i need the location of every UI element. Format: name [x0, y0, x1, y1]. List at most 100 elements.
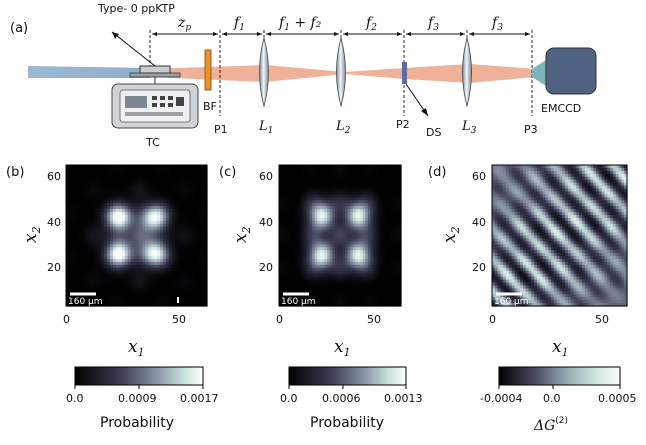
heatmap-cell	[319, 232, 323, 237]
heatmap-cell	[378, 267, 382, 272]
heatmap-cell	[314, 303, 318, 307]
heatmap-cell	[355, 188, 359, 193]
heatmap-cell	[83, 167, 88, 172]
heatmap-cell	[115, 200, 120, 204]
heatmap-cell	[352, 173, 356, 178]
heatmap-cell	[383, 261, 387, 266]
heatmap-cell	[383, 270, 387, 275]
heatmap-cell	[383, 185, 387, 190]
heatmap-cell	[145, 179, 149, 184]
heatmap-cell	[98, 179, 102, 184]
heatmap-cell	[312, 235, 316, 240]
heatmap-cell	[319, 267, 323, 272]
heatmap-cell	[139, 217, 143, 222]
heatmap-cell	[383, 244, 387, 248]
heatmap-cell	[355, 294, 359, 298]
heatmap-cell	[145, 241, 149, 245]
heatmap-cell	[385, 229, 389, 234]
heatmap-cell	[171, 188, 176, 193]
heatmap-cell	[494, 270, 499, 275]
heatmap-cell	[171, 232, 176, 237]
heatmap-cell	[201, 253, 205, 257]
heatmap-cell	[127, 279, 132, 284]
heatmap-cell	[189, 203, 193, 207]
heatmap-cell	[286, 256, 290, 260]
heatmap-cell	[378, 303, 382, 307]
heatmap-cell	[322, 297, 326, 301]
heatmap-cell	[375, 256, 379, 260]
heatmap-cell	[80, 244, 85, 248]
heatmap-cell	[362, 173, 367, 178]
heatmap-cell	[500, 244, 504, 248]
heatmap-cell	[340, 238, 344, 242]
heatmap-cell	[95, 209, 99, 213]
heatmap-cell	[162, 217, 167, 222]
heatmap-cell	[508, 185, 513, 190]
heatmap-cell	[101, 273, 105, 278]
heatmap-cell	[165, 250, 170, 254]
heatmap-cell	[162, 285, 167, 289]
heatmap-cell	[80, 229, 85, 234]
heatmap-cell	[314, 294, 318, 298]
heatmap-cell	[337, 294, 341, 298]
heatmap-cell	[192, 200, 196, 204]
heatmap-cell	[355, 185, 359, 190]
heatmap-cell	[380, 300, 384, 304]
heatmap-cell	[77, 256, 82, 260]
heatmap-cell	[360, 285, 364, 289]
heatmap-cell	[289, 173, 293, 178]
heatmap-cell	[342, 267, 346, 272]
heatmap-cell	[180, 176, 185, 181]
heatmap-cell	[332, 185, 336, 190]
heatmap-cell	[86, 241, 91, 245]
heatmap-cell	[360, 165, 364, 169]
heatmap-cell	[281, 173, 285, 178]
heatmap-cell	[165, 188, 170, 193]
heatmap-cell	[86, 191, 91, 195]
heatmap-cell	[306, 223, 311, 228]
heatmap-cell	[177, 217, 182, 222]
heatmap-cell	[66, 203, 70, 207]
heatmap-cell	[127, 209, 132, 213]
heatmap-cell	[139, 253, 143, 257]
heatmap-cell	[92, 232, 96, 237]
heatmap-cell	[279, 285, 283, 289]
heatmap-cell	[322, 173, 326, 178]
heatmap-cell	[329, 197, 333, 201]
heatmap-cell	[388, 226, 392, 231]
heatmap-cell	[334, 170, 339, 175]
heatmap-cell	[385, 217, 389, 222]
heatmap-cell	[71, 267, 76, 272]
heatmap-cell	[77, 285, 82, 289]
schematic: (a) Type- 0 ppKTP TC BF	[10, 2, 597, 149]
heatmap-cell	[294, 194, 298, 198]
heatmap-cell	[492, 226, 496, 231]
heatmap-cell	[503, 253, 507, 257]
heatmap-cell	[375, 214, 379, 219]
heatmap-cell	[104, 294, 108, 298]
heatmap-cell	[68, 217, 73, 222]
heatmap-cell	[329, 209, 333, 213]
heatmap-cell	[204, 232, 208, 237]
heatmap-cell	[380, 209, 384, 213]
heatmap-cell	[165, 229, 170, 234]
heatmap-cell	[352, 220, 356, 225]
heatmap-cell	[378, 256, 382, 260]
heatmap-cell	[160, 167, 164, 172]
heatmap-cell	[168, 235, 173, 240]
heatmap-cell	[168, 232, 173, 237]
heatmap-cell	[71, 214, 76, 219]
heatmap-cell	[168, 179, 173, 184]
heatmap-cell	[317, 170, 321, 175]
heatmap-cell	[142, 226, 146, 231]
heatmap-cell	[151, 270, 155, 275]
heatmap-cell	[398, 282, 402, 287]
heatmap-cell	[385, 288, 389, 292]
heatmap-cell	[314, 191, 318, 195]
heatmap-cell	[142, 200, 146, 204]
heatmap-cell	[322, 247, 326, 251]
heatmap-cell	[373, 279, 377, 284]
heatmap-cell	[296, 294, 300, 298]
heatmap-cell	[151, 285, 155, 289]
heatmap-cell	[180, 179, 185, 184]
